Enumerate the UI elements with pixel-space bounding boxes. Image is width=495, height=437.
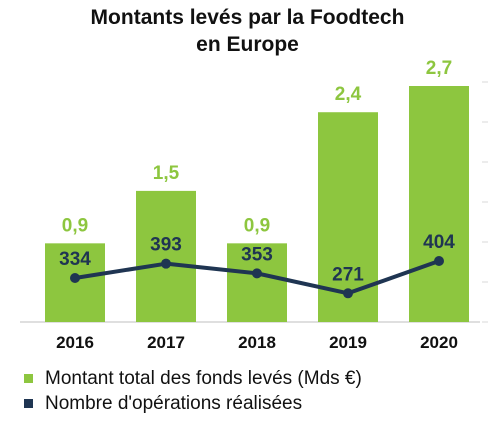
x-tick-label-2019: 2019 [329, 333, 367, 352]
x-axis-labels: 2016 2017 2018 2019 2020 [56, 333, 458, 352]
line-value-label-2018: 353 [241, 244, 273, 265]
bar-value-label-2018: 0,9 [244, 215, 270, 236]
right-axis-ticks [482, 81, 488, 323]
line-value-label-2017: 393 [150, 235, 182, 256]
bar-value-labels: 0,9 1,5 0,9 2,4 2,7 [62, 58, 452, 236]
bar-series [45, 86, 469, 322]
chart-title-line-1: Montants levés par la Foodtech [90, 6, 405, 29]
line-series: 334 393 353 271 404 [59, 232, 455, 299]
x-tick-label-2016: 2016 [56, 333, 94, 352]
bar-2020 [409, 86, 469, 322]
bar-value-label-2016: 0,9 [62, 215, 88, 236]
x-tick-label-2020: 2020 [420, 333, 458, 352]
combo-chart: 0,9 1,5 0,9 2,4 2,7 334 393 353 271 404 2016 2017… [20, 58, 488, 352]
legend-swatch-deals [24, 399, 33, 408]
line-value-label-2016: 334 [59, 249, 91, 270]
line-value-label-2020: 404 [423, 232, 455, 253]
x-tick-label-2018: 2018 [238, 333, 276, 352]
bar-value-label-2020: 2,7 [426, 58, 452, 79]
bar-value-label-2017: 1,5 [153, 163, 180, 184]
line-value-label-2019: 271 [332, 264, 364, 285]
line-point-2020 [434, 256, 444, 266]
line-point-2019 [343, 288, 353, 299]
legend-item-funds: Montant total des fonds levés (Mds €) [24, 366, 362, 391]
bar-2017 [136, 190, 196, 322]
chart-title-line-2: en Europe [196, 33, 299, 56]
line-point-2017 [161, 258, 171, 269]
line-point-2016 [70, 273, 80, 283]
chart-title: Montants levés par la Foodtech en Europe [0, 4, 495, 58]
legend-label-funds: Montant total des fonds levés (Mds €) [45, 367, 362, 389]
bar-2018 [227, 243, 287, 322]
legend-swatch-funds [24, 374, 33, 383]
legend: Montant total des fonds levés (Mds €) No… [24, 366, 362, 416]
legend-item-deals: Nombre d'opérations réalisées [24, 391, 362, 416]
legend-label-deals: Nombre d'opérations réalisées [45, 392, 303, 414]
x-tick-label-2017: 2017 [147, 333, 185, 352]
bar-value-label-2019: 2,4 [335, 84, 362, 105]
line-point-2018 [252, 268, 262, 279]
